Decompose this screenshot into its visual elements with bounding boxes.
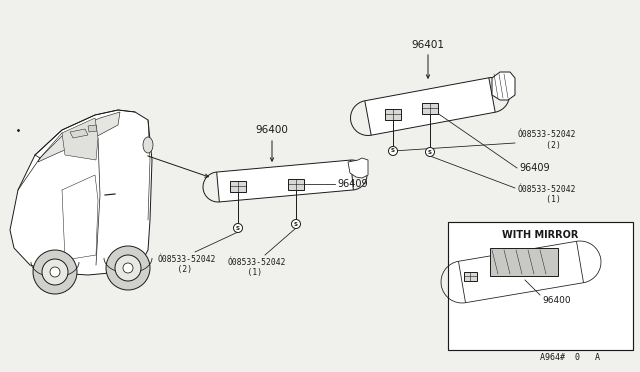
Polygon shape: [348, 158, 368, 178]
Circle shape: [291, 219, 301, 228]
Text: 96409: 96409: [519, 163, 550, 173]
Circle shape: [426, 148, 435, 157]
Text: Ó08533-52042
      (2): Ó08533-52042 (2): [517, 130, 575, 150]
Ellipse shape: [143, 137, 153, 153]
Polygon shape: [88, 125, 97, 132]
Text: S: S: [428, 150, 432, 154]
Polygon shape: [62, 118, 98, 160]
Text: WITH MIRROR: WITH MIRROR: [502, 230, 579, 240]
Text: Ó08533-52042
      (1): Ó08533-52042 (1): [517, 185, 575, 204]
Text: Ó08533-52042
    (2): Ó08533-52042 (2): [158, 255, 216, 275]
Polygon shape: [458, 241, 584, 303]
Circle shape: [50, 267, 60, 277]
Bar: [463, 272, 477, 280]
Bar: [490, 248, 558, 276]
Circle shape: [234, 224, 243, 232]
Circle shape: [388, 147, 397, 155]
Circle shape: [33, 250, 77, 294]
Polygon shape: [217, 160, 353, 202]
Text: A964#  0   A: A964# 0 A: [540, 353, 600, 362]
Text: S: S: [294, 221, 298, 227]
Bar: [288, 179, 304, 189]
Bar: [385, 109, 401, 119]
Polygon shape: [365, 78, 495, 135]
Circle shape: [42, 259, 68, 285]
Text: 96401: 96401: [412, 40, 445, 50]
Polygon shape: [492, 72, 515, 100]
Polygon shape: [10, 110, 152, 275]
Bar: [422, 103, 438, 113]
Text: S: S: [236, 225, 240, 231]
Text: 96400: 96400: [255, 125, 289, 135]
Circle shape: [115, 255, 141, 281]
Polygon shape: [38, 112, 120, 162]
Bar: [448, 222, 633, 350]
Circle shape: [123, 263, 133, 273]
Bar: [230, 180, 246, 192]
Text: 96400: 96400: [542, 296, 571, 305]
Circle shape: [106, 246, 150, 290]
Text: 96409: 96409: [337, 179, 367, 189]
Text: S: S: [391, 148, 395, 154]
Polygon shape: [70, 129, 88, 138]
Text: Ó08533-52042
    (1): Ó08533-52042 (1): [228, 258, 287, 278]
